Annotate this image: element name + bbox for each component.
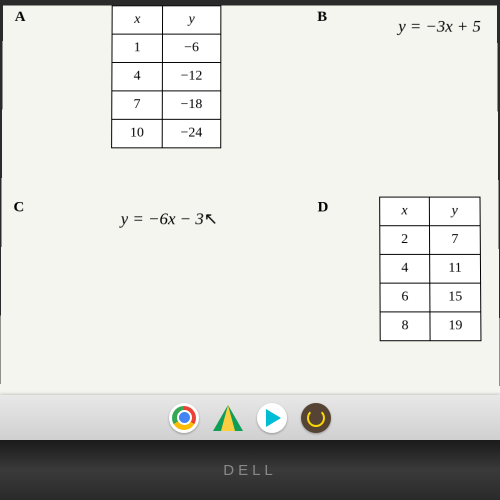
equation-c-text: y = −6x − 3 [121, 209, 204, 228]
table-row: 615 [380, 283, 481, 312]
dell-logo: DELL [223, 462, 277, 479]
chrome-icon[interactable] [169, 403, 199, 433]
table-row: 27 [380, 226, 481, 255]
table-row: 411 [380, 254, 481, 283]
table-row: x y [112, 6, 221, 34]
table-row: x y [380, 197, 481, 226]
app-icon[interactable] [301, 403, 331, 433]
play-store-icon[interactable] [257, 403, 287, 433]
label-a: A [15, 9, 26, 26]
drive-icon[interactable] [213, 403, 243, 433]
col-header-y: y [429, 197, 480, 226]
col-header-x: x [112, 6, 163, 34]
table-row: 819 [380, 312, 481, 341]
label-d: D [318, 200, 329, 217]
table-row: 4−12 [112, 62, 221, 90]
equation-b: y = −3x + 5 [398, 17, 481, 37]
col-header-x: x [380, 197, 430, 226]
table-a: x y 1−6 4−12 7−18 10−24 [111, 5, 221, 148]
table-row: 7−18 [112, 91, 221, 119]
screen-area: A x y 1−6 4−12 7−18 10−24 B y = −3x + 5 … [0, 5, 500, 420]
taskbar [0, 395, 500, 440]
table-d: x y 27 411 615 819 [379, 197, 481, 342]
equation-c: y = −6x − 3↖ [121, 209, 218, 229]
worksheet-content: A x y 1−6 4−12 7−18 10−24 B y = −3x + 5 … [0, 5, 500, 420]
mouse-cursor-icon: ↖ [204, 209, 218, 229]
table-row: 1−6 [112, 34, 221, 62]
label-b: B [317, 9, 327, 26]
col-header-y: y [162, 6, 220, 34]
table-row: 10−24 [112, 119, 221, 148]
laptop-bezel: DELL [0, 440, 500, 500]
label-c: C [13, 200, 24, 217]
